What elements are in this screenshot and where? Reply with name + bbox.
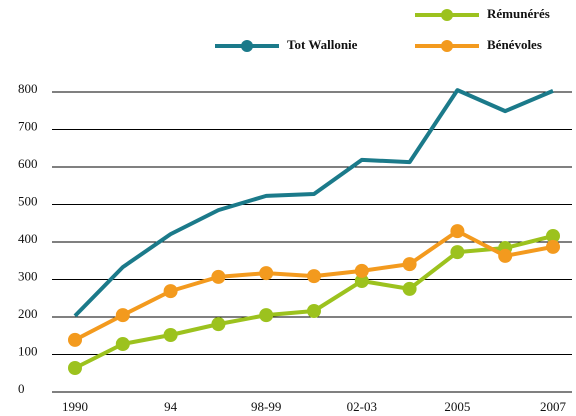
y-tick-label: 700: [18, 118, 38, 133]
x-tick-label: 98-99: [251, 399, 281, 414]
point: [68, 361, 82, 375]
point: [354, 263, 369, 278]
legend-marker: [241, 40, 253, 52]
y-tick-label: 300: [18, 268, 38, 283]
point: [259, 308, 274, 323]
point: [354, 274, 369, 288]
x-tick-label: 94: [164, 399, 178, 414]
point: [450, 224, 465, 239]
legend-marker: [441, 40, 453, 52]
point: [546, 239, 560, 254]
point: [546, 229, 560, 243]
x-tick-label: 2005: [444, 399, 470, 414]
series-line: [74, 229, 554, 342]
point: [163, 284, 178, 299]
y-tick-label: 600: [18, 156, 38, 171]
legend-label: Bénévoles: [487, 37, 542, 52]
point: [259, 266, 274, 281]
legend-label: Tot Wallonie: [287, 37, 358, 52]
point: [211, 269, 226, 284]
point: [307, 304, 321, 318]
point: [115, 308, 130, 323]
point: [163, 328, 178, 342]
y-tick-label: 400: [18, 231, 38, 246]
point: [211, 317, 226, 332]
point: [498, 248, 513, 263]
x-tick-label: 1990: [62, 399, 88, 414]
legend-label: Rémunérés: [487, 6, 550, 21]
point: [68, 332, 82, 347]
y-tick-label: 500: [18, 193, 38, 208]
point: [402, 257, 417, 272]
y-tick-label: 200: [18, 306, 38, 321]
point: [307, 269, 321, 284]
legend-marker: [441, 9, 453, 21]
point: [450, 245, 465, 260]
point: [402, 281, 417, 296]
x-tick-label: 02-03: [347, 399, 377, 414]
y-tick-label: 800: [18, 81, 38, 96]
series-line: [73, 88, 554, 318]
x-tick-label: 2007: [540, 399, 567, 414]
y-tick-label: 0: [18, 381, 25, 396]
point: [115, 337, 130, 351]
y-tick-label: 100: [18, 343, 38, 358]
